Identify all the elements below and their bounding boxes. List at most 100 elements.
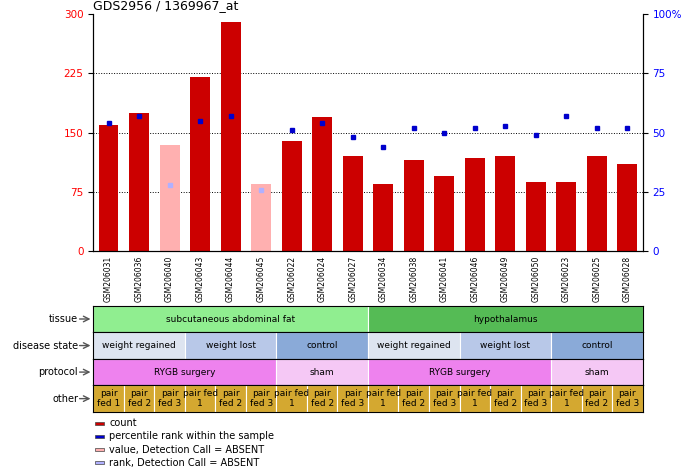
Text: pair
fed 3: pair fed 3 — [524, 389, 547, 408]
Text: pair
fed 2: pair fed 2 — [585, 389, 608, 408]
Bar — [399, 385, 429, 412]
Bar — [373, 184, 393, 251]
Bar — [587, 156, 607, 251]
Bar — [160, 145, 180, 251]
Text: GSM206034: GSM206034 — [379, 256, 388, 302]
Text: pair
fed 3: pair fed 3 — [158, 389, 181, 408]
Bar — [551, 359, 643, 385]
Bar — [95, 422, 104, 425]
Text: pair
fed 2: pair fed 2 — [311, 389, 334, 408]
Bar — [95, 435, 104, 438]
Text: RYGB surgery: RYGB surgery — [154, 368, 216, 376]
Text: pair
fed 2: pair fed 2 — [494, 389, 517, 408]
Bar — [93, 332, 185, 359]
Bar — [460, 332, 551, 359]
Text: GSM206040: GSM206040 — [165, 256, 174, 302]
Text: RYGB surgery: RYGB surgery — [428, 368, 491, 376]
Bar — [526, 182, 546, 251]
Bar — [154, 385, 185, 412]
Bar — [246, 385, 276, 412]
Bar — [368, 385, 399, 412]
Text: GSM206046: GSM206046 — [471, 256, 480, 302]
Text: control: control — [581, 341, 613, 350]
Text: GSM206049: GSM206049 — [501, 256, 510, 302]
Text: rank, Detection Call = ABSENT: rank, Detection Call = ABSENT — [109, 458, 260, 468]
Text: count: count — [109, 418, 137, 428]
Text: other: other — [52, 393, 78, 404]
Bar — [520, 385, 551, 412]
Bar — [429, 385, 460, 412]
Text: pair
fed 1: pair fed 1 — [97, 389, 120, 408]
Text: GSM206043: GSM206043 — [196, 256, 205, 302]
Text: value, Detection Call = ABSENT: value, Detection Call = ABSENT — [109, 445, 265, 455]
Text: pair
fed 3: pair fed 3 — [616, 389, 639, 408]
Text: GDS2956 / 1369967_at: GDS2956 / 1369967_at — [93, 0, 238, 12]
Text: protocol: protocol — [39, 367, 78, 377]
Text: weight regained: weight regained — [102, 341, 176, 350]
Text: GSM206041: GSM206041 — [439, 256, 448, 302]
Bar — [185, 385, 216, 412]
Bar — [337, 385, 368, 412]
Bar — [220, 22, 240, 251]
Bar — [612, 385, 643, 412]
Text: pair fed
1: pair fed 1 — [457, 389, 492, 408]
Bar — [490, 385, 520, 412]
Text: percentile rank within the sample: percentile rank within the sample — [109, 431, 274, 441]
Bar — [343, 156, 363, 251]
Text: GSM206031: GSM206031 — [104, 256, 113, 302]
Bar — [99, 125, 118, 251]
Bar — [185, 332, 276, 359]
Bar — [551, 385, 582, 412]
Bar — [282, 141, 301, 251]
Text: pair
fed 2: pair fed 2 — [402, 389, 425, 408]
Text: sham: sham — [310, 368, 334, 376]
Text: tissue: tissue — [49, 314, 78, 324]
Text: GSM206027: GSM206027 — [348, 256, 357, 302]
Text: GSM206028: GSM206028 — [623, 256, 632, 302]
Text: pair fed
1: pair fed 1 — [366, 389, 401, 408]
Text: GSM206022: GSM206022 — [287, 256, 296, 302]
Text: subcutaneous abdominal fat: subcutaneous abdominal fat — [166, 315, 295, 323]
Bar — [124, 385, 154, 412]
Text: sham: sham — [585, 368, 609, 376]
Text: pair fed
1: pair fed 1 — [549, 389, 584, 408]
Bar — [618, 164, 637, 251]
Bar — [93, 306, 368, 332]
Bar — [368, 359, 551, 385]
Text: pair fed
1: pair fed 1 — [274, 389, 309, 408]
Bar — [216, 385, 246, 412]
Text: GSM206045: GSM206045 — [256, 256, 265, 302]
Bar — [93, 359, 276, 385]
Text: pair
fed 2: pair fed 2 — [219, 389, 242, 408]
Bar — [368, 332, 460, 359]
Bar — [129, 113, 149, 251]
Bar — [93, 385, 124, 412]
Text: disease state: disease state — [13, 340, 78, 351]
Bar — [95, 461, 104, 464]
Bar — [368, 306, 643, 332]
Bar — [252, 184, 271, 251]
Bar — [276, 385, 307, 412]
Bar — [435, 176, 454, 251]
Bar — [95, 448, 104, 451]
Bar — [312, 117, 332, 251]
Bar — [460, 385, 490, 412]
Text: pair fed
1: pair fed 1 — [182, 389, 218, 408]
Text: pair
fed 2: pair fed 2 — [128, 389, 151, 408]
Bar — [307, 385, 337, 412]
Text: pair
fed 3: pair fed 3 — [249, 389, 273, 408]
Text: GSM206025: GSM206025 — [592, 256, 601, 302]
Bar — [190, 77, 210, 251]
Text: weight lost: weight lost — [480, 341, 530, 350]
Bar — [404, 160, 424, 251]
Text: GSM206024: GSM206024 — [318, 256, 327, 302]
Bar — [465, 158, 484, 251]
Text: GSM206044: GSM206044 — [226, 256, 235, 302]
Bar — [276, 359, 368, 385]
Text: control: control — [306, 341, 338, 350]
Text: GSM206036: GSM206036 — [135, 256, 144, 302]
Text: GSM206038: GSM206038 — [409, 256, 418, 302]
Text: hypothalamus: hypothalamus — [473, 315, 538, 323]
Bar — [495, 156, 515, 251]
Text: GSM206050: GSM206050 — [531, 256, 540, 302]
